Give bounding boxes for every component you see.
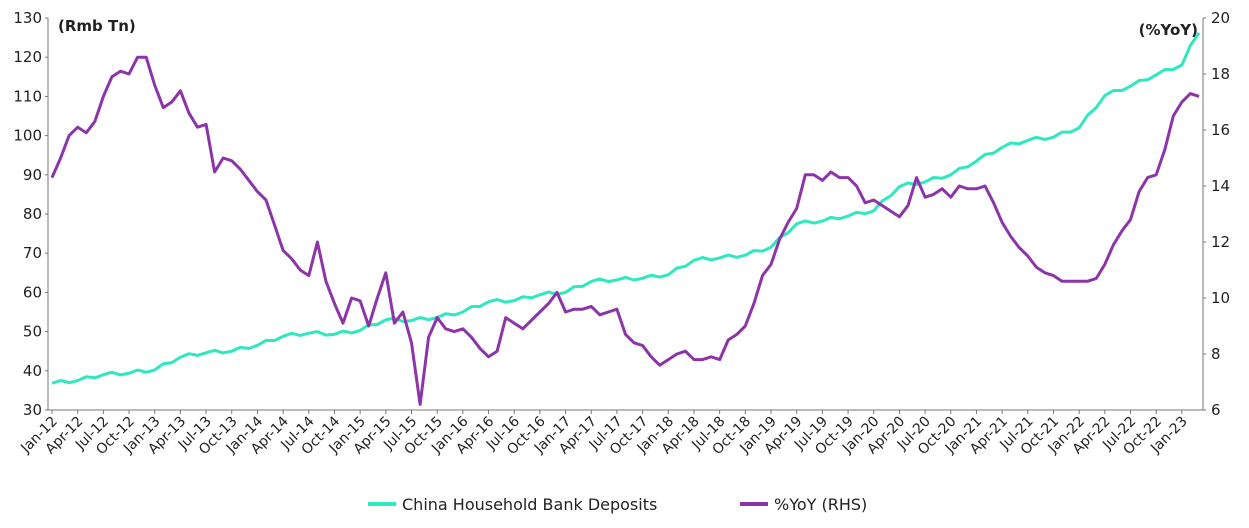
left-tick-label: 40 [23,362,42,380]
left-tick-label: 100 [13,127,42,145]
right-tick-label: 12 [1211,233,1230,251]
left-tick-label: 110 [13,87,42,105]
right-y-axis: 6 8 10 12 14 16 18 20 [1202,9,1230,419]
x-axis: Jan-12Apr-12Jul-12Oct-12Jan-13Apr-13Jul-… [17,409,1203,458]
right-tick-label: 18 [1211,65,1230,83]
series-layer [50,32,1201,406]
right-tick-label: 10 [1211,289,1230,307]
left-tick-label: 90 [23,166,42,184]
legend-label-deposits: China Household Bank Deposits [402,495,657,514]
left-tick-label: 60 [23,283,42,301]
right-tick-label: 14 [1211,177,1230,195]
legend-label-yoy: %YoY (RHS) [774,495,867,514]
left-y-axis: 30 40 50 60 70 80 90 100 110 120 130 [13,9,49,419]
left-unit-label: (Rmb Tn) [58,17,136,35]
series-line-deposits [51,32,1201,385]
left-tick-label: 120 [13,48,42,66]
legend: China Household Bank Deposits %YoY (RHS) [368,495,867,514]
left-tick-label: 130 [13,9,42,27]
right-unit-label: (%YoY) [1139,21,1198,39]
right-tick-label: 6 [1211,401,1221,419]
right-tick-label: 20 [1211,9,1230,27]
left-tick-label: 80 [23,205,42,223]
left-tick-label: 50 [23,323,42,341]
left-tick-label: 30 [23,401,42,419]
left-tick-label: 70 [23,244,42,262]
right-tick-label: 8 [1211,345,1221,363]
right-tick-label: 16 [1211,121,1230,139]
series-line-yoy [50,55,1200,406]
